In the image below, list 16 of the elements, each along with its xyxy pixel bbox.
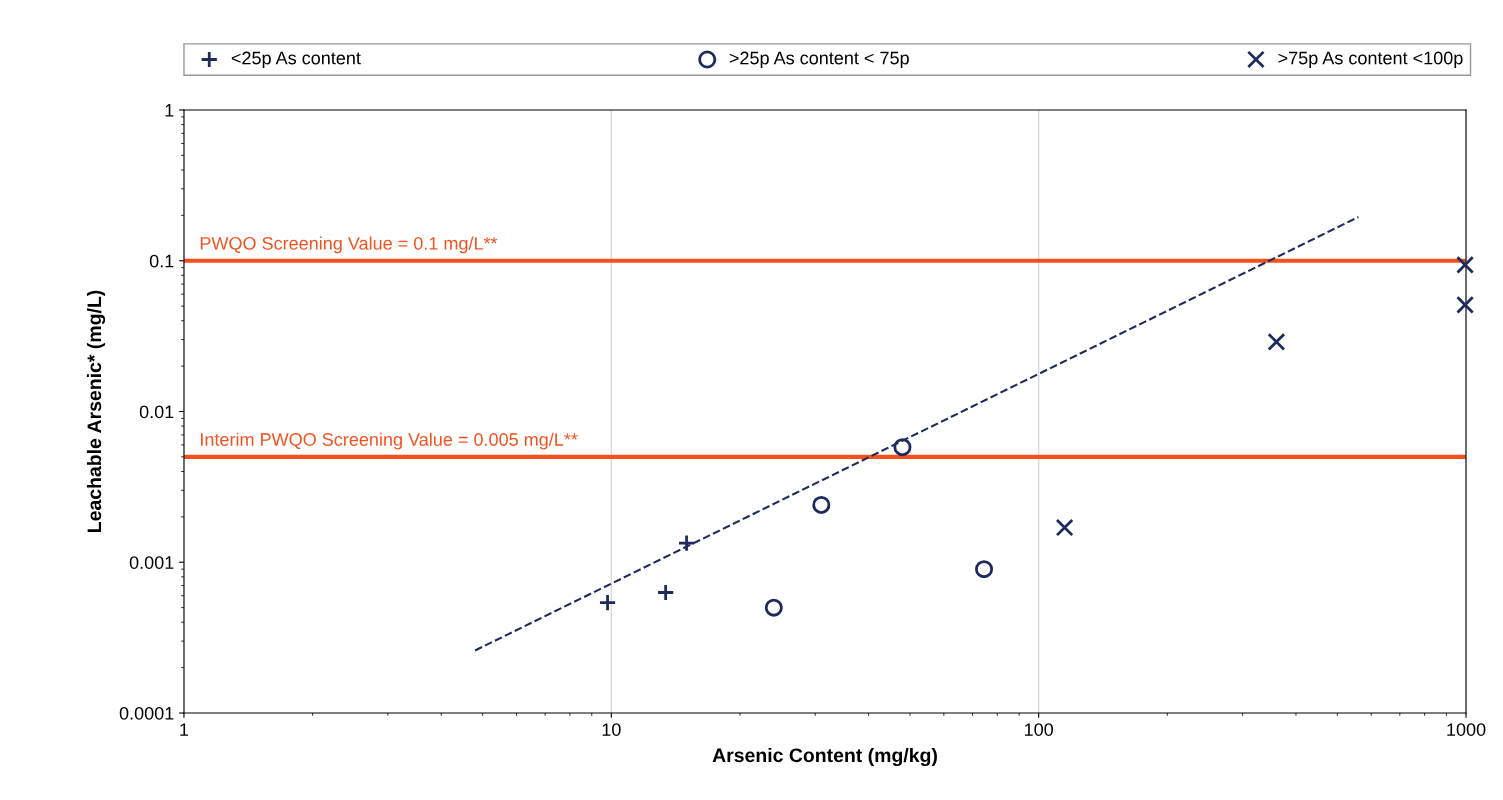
legend-label: >25p As content < 75p [729,51,909,68]
y-tick-label: 0.01 [139,405,174,419]
y-tick-label: 0.0001 [119,706,174,720]
x-axis-title: Arsenic Content (mg/kg) [712,747,937,767]
ref-line-label: PWQO Screening Value = 0.1 mg/L** [200,236,498,254]
y-axis-title: Leachable Arsenic* (mg/L) [86,290,106,532]
x-tick-label: 100 [1024,723,1054,736]
x-tick-label: 1000 [1447,723,1486,736]
ref-line-label: Interim PWQO Screening Value = 0.005 mg/L** [201,432,578,450]
x-tick-label: 1 [180,723,189,736]
legend-label: >75p As content <100p [1278,51,1463,68]
y-tick-label: 0.001 [129,556,174,569]
y-tick-label: 0.1 [149,254,174,268]
y-tick-label: 1 [165,104,174,117]
legend-label: <25p As content [231,51,361,68]
x-tick-label: 10 [602,723,621,736]
